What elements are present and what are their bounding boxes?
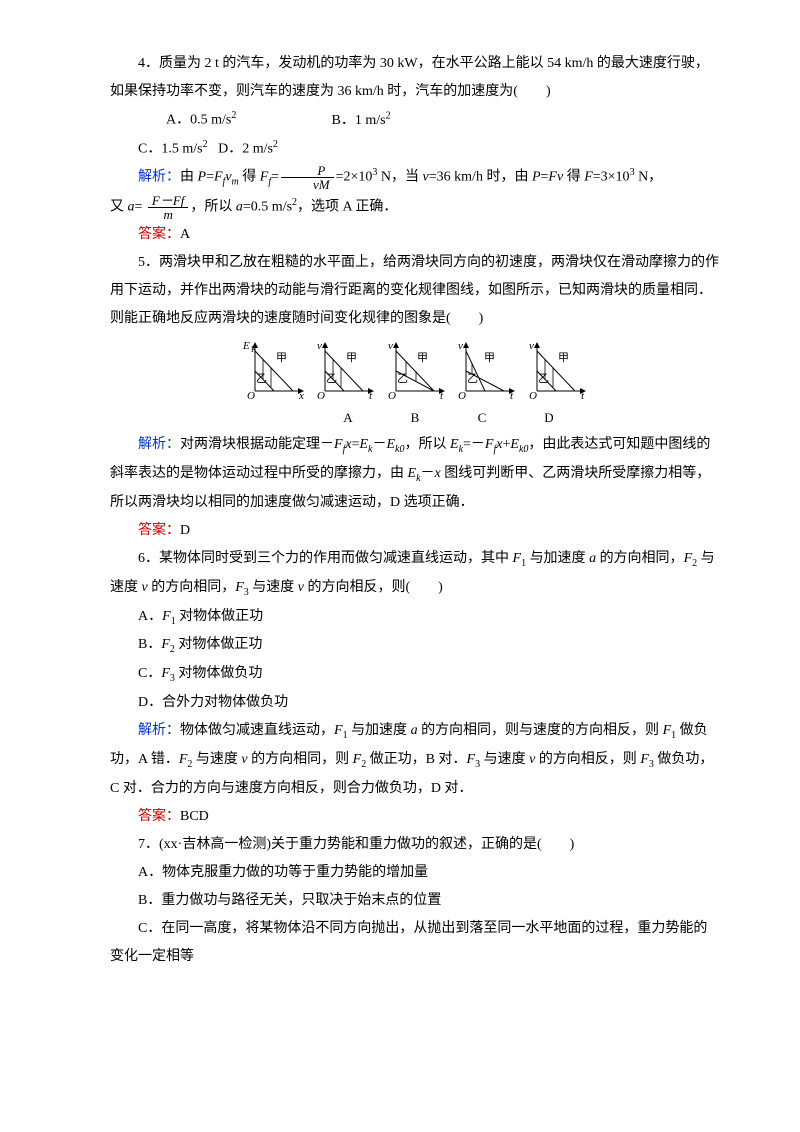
q6-answer: 答案：BCD [110,803,720,831]
svg-text:甲: 甲 [417,352,428,364]
svg-text:v: v [388,340,393,352]
svg-text:v: v [317,340,322,352]
svg-text:O: O [317,390,325,401]
axis-origin: O [247,390,255,401]
label-yi: 乙 [256,372,267,385]
svg-text:t: t [440,390,444,401]
answer-label: 答案： [138,523,180,538]
svg-text:乙: 乙 [397,372,408,385]
q5-figure-row: EK 甲 乙 O x v 甲 乙 O t v 甲 乙 O t v 甲 乙 O t… [110,339,720,401]
svg-text:乙: 乙 [326,372,337,385]
q6-text: 6．某物体同时受到三个力的作用而做匀减速直线运动，其中 F1 与加速度 a 的方… [110,545,720,603]
label-jia: 甲 [276,352,287,364]
fig-main: EK 甲 乙 O x [241,339,308,401]
svg-text:乙: 乙 [467,372,478,385]
svg-text:t: t [510,390,514,401]
answer-label: 答案： [138,809,180,824]
q7-option-a: A．物体克服重力做的功等于重力势能的增加量 [110,859,720,887]
axis-y-ek-sub: K [251,345,257,354]
q4-options-row2: C．1.5 m/s2 D．2 m/s2 [110,135,720,164]
axis-y-ek: E [242,340,250,352]
fig-c: v 甲 乙 O t [452,339,519,401]
q5-figure-labels: ABCD [110,405,720,431]
q4-text: 4．质量为 2 t 的汽车，发动机的功率为 30 kW，在水平公路上能以 54 … [110,50,720,106]
svg-text:v: v [529,340,534,352]
svg-text:O: O [529,390,537,401]
svg-text:乙: 乙 [538,372,549,385]
q4-options-row1: A．0.5 m/s2 B．1 m/s2 [110,106,720,135]
svg-text:O: O [458,390,466,401]
q6-option-a: A．F1 对物体做正功 [110,603,720,632]
q5-text: 5．两滑块甲和乙放在粗糙的水平面上，给两滑块同方向的初速度，两滑块仅在滑动摩擦力… [110,249,720,333]
q4-analysis-line1: 解析：由 P=Ffvm 得 Ff=PvM=2×103 N，当 v=36 km/h… [110,163,720,192]
fig-b: v 甲 乙 O t [382,339,449,401]
svg-text:v: v [458,340,463,352]
svg-text:t: t [581,390,585,401]
svg-text:t: t [369,390,373,401]
q5-answer: 答案：D [110,517,720,545]
q5-analysis: 解析：对两滑块根据动能定理－Ffx=Ek－Ek0，所以 Ek=－Ffx+Ek0，… [110,431,720,517]
svg-text:甲: 甲 [558,352,569,364]
q7-text: 7．(xx·吉林高一检测)关于重力势能和重力做功的叙述，正确的是( ) [110,831,720,859]
answer-label: 答案： [138,227,180,242]
svg-text:甲: 甲 [346,352,357,364]
axis-x: x [298,390,304,401]
svg-text:O: O [388,390,396,401]
q6-option-d: D．合外力对物体做负功 [110,689,720,717]
q4-analysis-line2: 又 a= F－Ffm，所以 a=0.5 m/s2，选项 A 正确． [110,193,720,222]
q4-answer: 答案：A [110,221,720,249]
q6-analysis: 解析：物体做匀减速直线运动，F1 与加速度 a 的方向相同，则与速度的方向相反，… [110,717,720,803]
q7-option-c: C．在同一高度，将某物体沿不同方向抛出，从抛出到落至同一水平地面的过程，重力势能… [110,915,720,971]
analysis-label: 解析： [138,723,180,738]
analysis-label: 解析： [138,170,180,185]
q6-option-c: C．F3 对物体做负功 [110,660,720,689]
fig-d: v 甲 乙 O t [523,339,590,401]
fig-a: v 甲 乙 O t [311,339,378,401]
q6-option-b: B．F2 对物体做正功 [110,631,720,660]
analysis-label: 解析： [138,437,180,452]
q7-option-b: B．重力做功与路径无关，只取决于始末点的位置 [110,887,720,915]
svg-text:甲: 甲 [484,352,495,364]
